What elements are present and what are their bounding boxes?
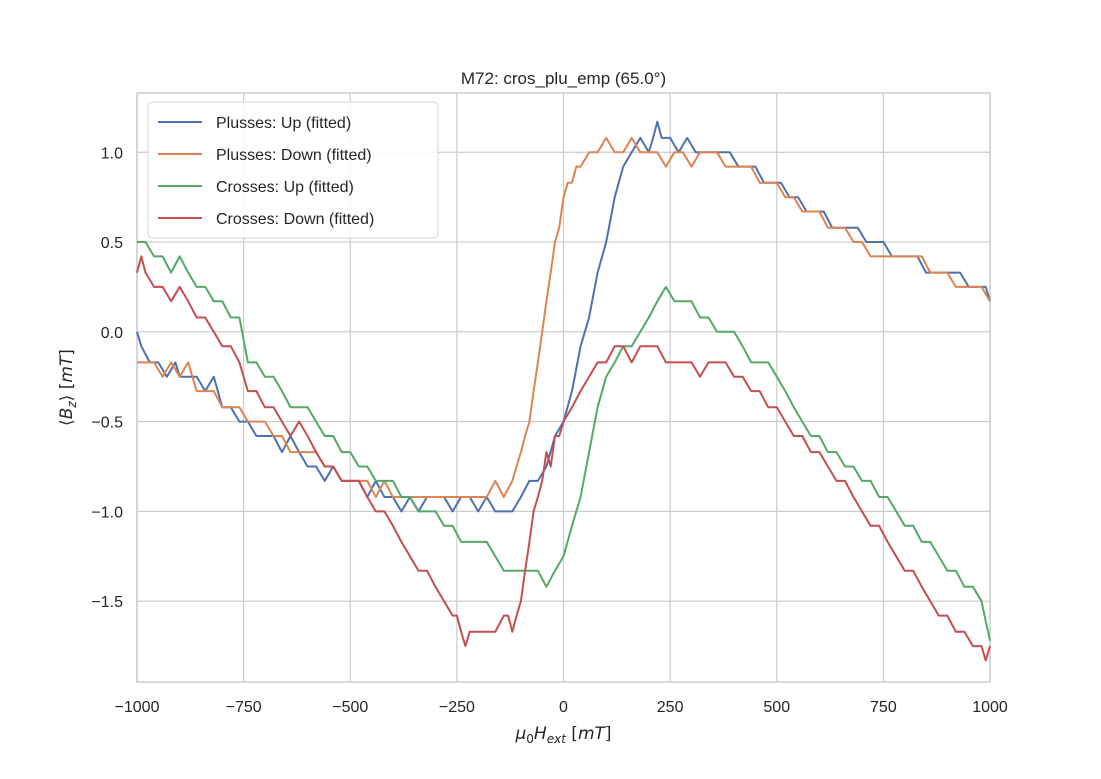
series-line-plusses-down-fitted xyxy=(137,136,991,498)
legend-entry: Plusses: Up (fitted) xyxy=(216,115,351,132)
legend: Plusses: Up (fitted) Plusses: Down (fitte… xyxy=(147,101,439,239)
x-tick-label: −250 xyxy=(439,699,475,716)
x-tick-label: 750 xyxy=(870,699,897,716)
x-tick-label: −500 xyxy=(332,699,368,716)
y-tick-label: −0.5 xyxy=(91,415,123,432)
x-axis-label: μ0Hext [mT] xyxy=(514,724,611,746)
x-tick-label: 250 xyxy=(657,699,684,716)
y-tick-label: −1.5 xyxy=(91,594,123,611)
x-tick-label: −1000 xyxy=(115,699,160,716)
legend-entry: Plusses: Down (fitted) xyxy=(216,147,372,164)
series-line-crosses-down-fitted xyxy=(136,255,991,662)
chart-title: M72: cros_plu_emp (65.0°) xyxy=(461,69,666,88)
y-tick-labels: 1.0 0.5 0.0 −0.5 −1.0 −1.5 xyxy=(91,145,123,611)
x-tick-label: 500 xyxy=(763,699,790,716)
series-group xyxy=(136,120,991,662)
y-tick-label: −1.0 xyxy=(91,504,123,521)
x-tick-labels: −1000 −750 −500 −250 0 250 500 750 1000 xyxy=(115,699,1008,716)
legend-entry: Crosses: Down (fitted) xyxy=(216,211,374,228)
x-tick-label: 0 xyxy=(559,699,568,716)
series-line-plusses-up-fitted xyxy=(136,120,991,513)
y-tick-label: 0.0 xyxy=(101,325,123,342)
series-line-crosses-up-fitted xyxy=(137,241,991,641)
y-tick-label: 0.5 xyxy=(101,235,123,252)
plot-frame xyxy=(136,92,991,683)
legend-entry: Crosses: Up (fitted) xyxy=(216,179,354,196)
x-tick-label: −750 xyxy=(226,699,262,716)
x-tick-label: 1000 xyxy=(972,699,1008,716)
y-tick-label: 1.0 xyxy=(101,145,123,162)
legend-box xyxy=(147,101,439,239)
y-axis-label: ⟨Bz⟩ [mT] xyxy=(57,349,79,426)
